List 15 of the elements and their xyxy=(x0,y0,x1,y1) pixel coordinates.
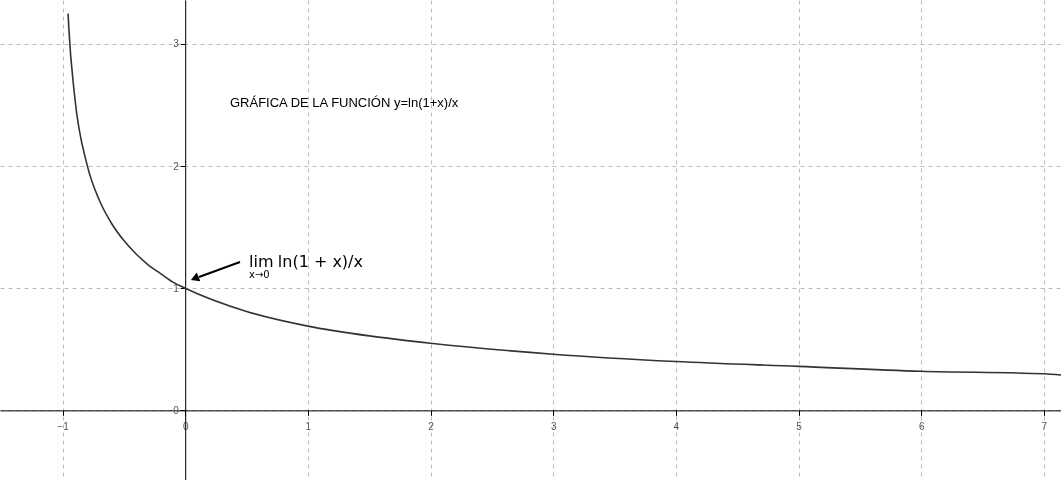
y-tick-label: 3 xyxy=(173,38,180,50)
x-tick-label: −1 xyxy=(57,420,70,432)
x-tick-label: 0 xyxy=(182,420,189,432)
annotation: limx→0 ln(1 + x)/x xyxy=(249,252,363,280)
annotation: GRÁFICA DE LA FUNCIÓN y=ln(1+x)/x xyxy=(230,95,459,110)
line-series xyxy=(67,12,1061,376)
x-tick-label: 3 xyxy=(550,420,557,432)
x-tick-label: 5 xyxy=(796,420,803,432)
x-tick-label: 1 xyxy=(305,420,312,432)
y-tick-label: 1 xyxy=(173,282,180,294)
x-tick-label: 6 xyxy=(918,420,925,432)
x-tick-label: 2 xyxy=(428,420,435,432)
x-tick-label: 7 xyxy=(1041,420,1048,432)
x-tick-label: 4 xyxy=(673,420,680,432)
y-tick-label: 2 xyxy=(173,160,180,172)
